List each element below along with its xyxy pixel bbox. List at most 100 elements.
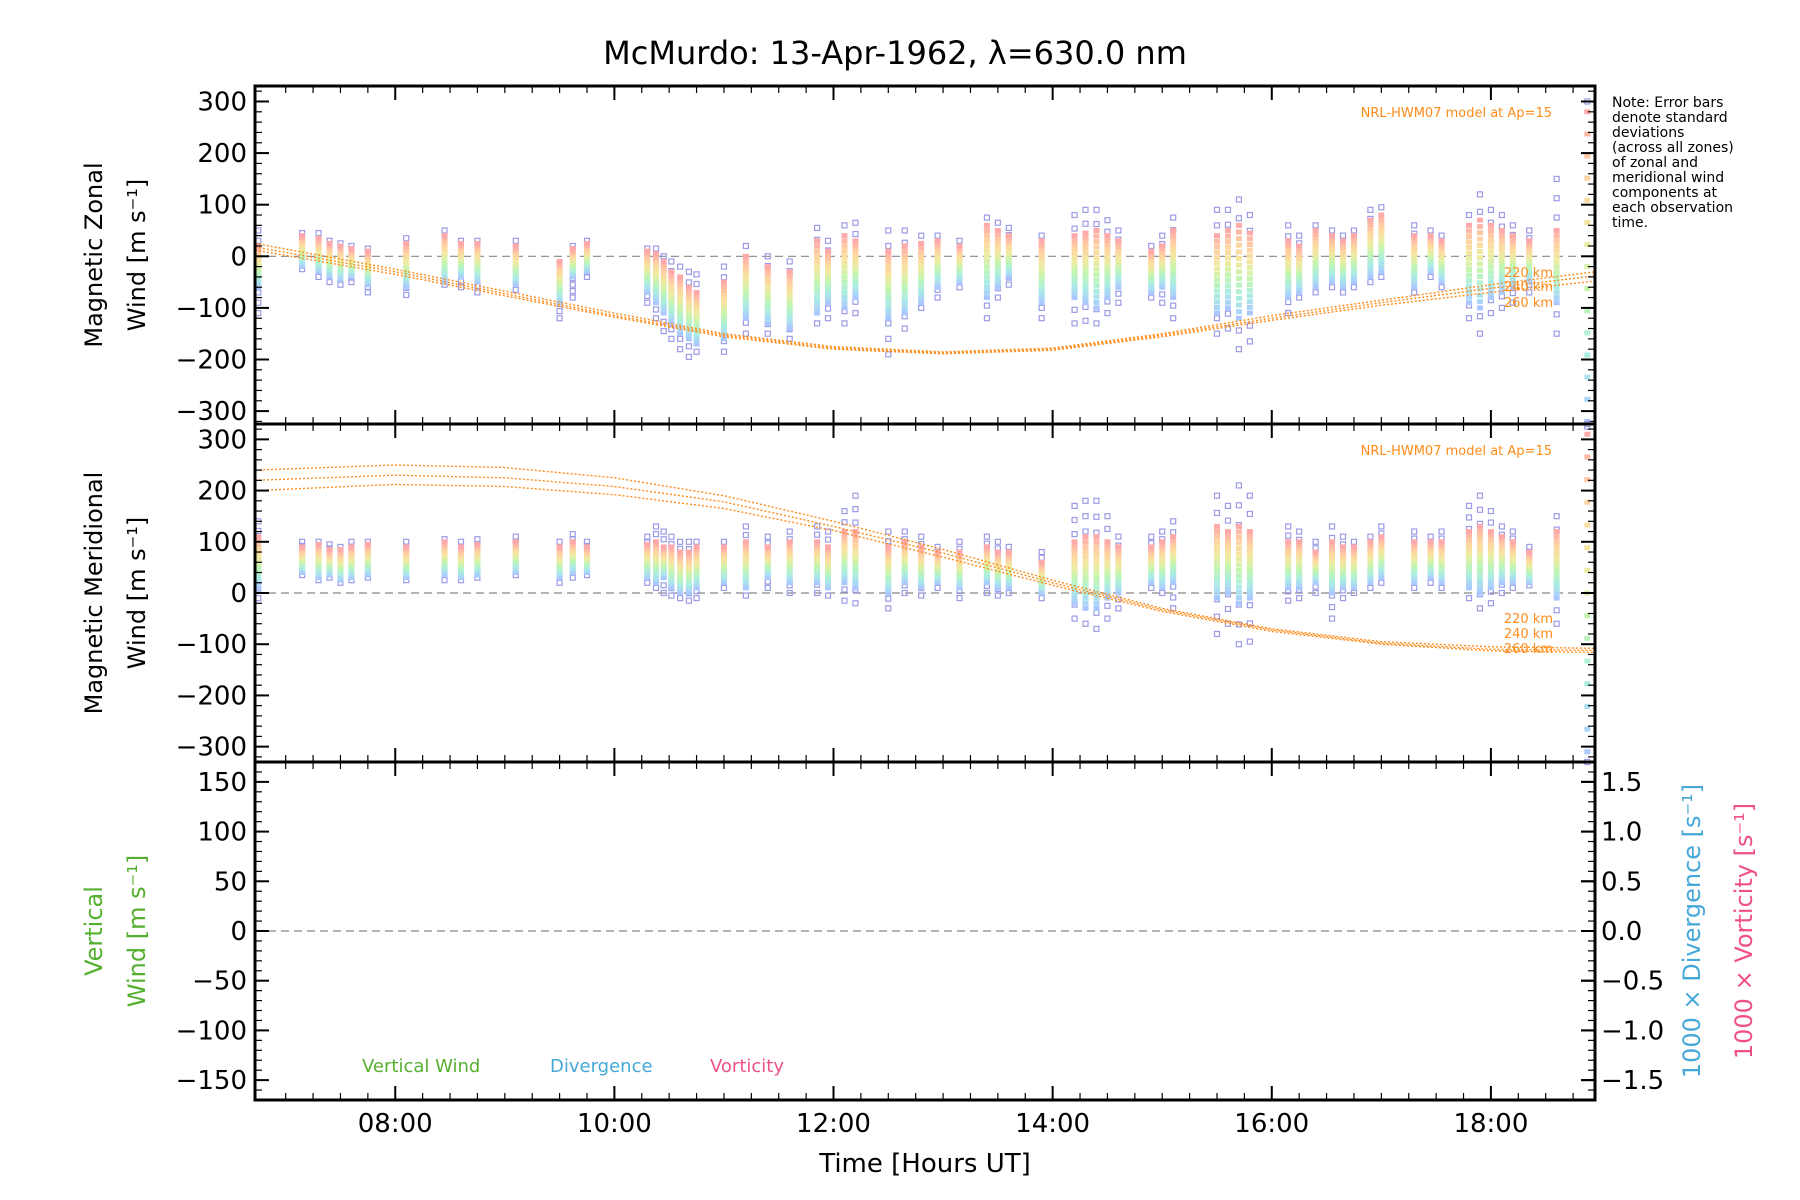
wind-point (1296, 283, 1303, 289)
wind-point (1487, 569, 1494, 575)
chart-title: McMurdo: 13-Apr-1962, λ=630.0 nm (603, 34, 1187, 72)
wind-point (918, 579, 925, 585)
error-bar-point (644, 579, 651, 586)
wind-point (1465, 250, 1472, 256)
wind-point (983, 269, 990, 275)
error-bar-point (813, 320, 821, 327)
error-bar-point (1411, 528, 1418, 535)
wind-point (825, 289, 832, 295)
observation-column (1159, 528, 1166, 597)
error-bar-point (556, 315, 563, 322)
wind-point (569, 246, 576, 252)
wind-point (956, 572, 963, 578)
wind-point (1498, 245, 1505, 251)
wind-point (825, 582, 832, 588)
wind-point (1104, 277, 1111, 283)
wind-point (1148, 266, 1155, 272)
wind-point (1367, 225, 1374, 231)
wind-point (1235, 295, 1242, 301)
error-bar-point (668, 326, 675, 333)
error-bar-point (1411, 584, 1418, 591)
wind-point (786, 539, 793, 545)
wind-point (1339, 579, 1346, 585)
wind-point (852, 537, 859, 543)
wind-point (786, 289, 793, 295)
wind-point (1104, 250, 1111, 256)
wind-point (653, 565, 660, 571)
wind-point (720, 336, 727, 342)
wind-point (556, 291, 563, 297)
wind-point (983, 554, 990, 560)
wind-point (1465, 533, 1472, 539)
wind-point (1213, 580, 1220, 586)
wind-point (901, 310, 908, 316)
wind-point (644, 272, 651, 278)
observation-column (1224, 502, 1232, 627)
vertical-wind-panel: −150−100−50050100150−1.5−1.0−0.50.00.51.… (80, 760, 1758, 1102)
error-bar-point (742, 330, 749, 337)
error-bar-point (1465, 514, 1473, 521)
wind-point (1148, 278, 1155, 284)
wind-point (653, 289, 660, 295)
wind-point (1487, 227, 1494, 233)
wind-point (825, 259, 832, 265)
error-bar-point (677, 335, 684, 342)
wind-point (918, 279, 925, 285)
wind-point (786, 553, 793, 559)
wind-point (644, 286, 651, 292)
wind-point (1159, 246, 1166, 252)
wind-point (901, 562, 908, 568)
observation-column (786, 528, 793, 597)
wind-point (1224, 590, 1231, 596)
observation-column (1350, 538, 1358, 597)
wind-point (1071, 233, 1078, 239)
wind-point (1438, 539, 1445, 545)
x-tick-label: 12:00 (796, 1109, 871, 1139)
wind-point (1498, 285, 1505, 291)
note-line: components at (1612, 185, 1718, 201)
wind-point (1509, 559, 1516, 565)
wind-point (1378, 232, 1385, 238)
wind-point (1427, 567, 1434, 573)
wind-point (1148, 572, 1155, 578)
wind-point (1104, 575, 1111, 581)
note-line: deviations (1612, 125, 1684, 141)
wind-point (1296, 572, 1303, 578)
wind-point (764, 308, 771, 314)
error-bar-point (1339, 595, 1347, 602)
wind-point (1170, 256, 1177, 262)
wind-point (1526, 244, 1533, 250)
wind-point (1329, 557, 1336, 563)
wind-point (1378, 569, 1385, 575)
wind-point (852, 541, 859, 547)
wind-point (1339, 268, 1346, 274)
wind-point (1509, 545, 1516, 551)
wind-point (1246, 581, 1253, 587)
wind-point (1553, 590, 1560, 596)
wind-point (918, 556, 925, 562)
error-bar-point (852, 219, 859, 226)
wind-point (1071, 543, 1078, 549)
wind-point (685, 314, 692, 320)
wind-point (1246, 241, 1253, 247)
wind-point (1148, 564, 1155, 570)
wind-point (1296, 270, 1303, 276)
wind-point (1235, 551, 1242, 557)
error-bar-point (1071, 306, 1078, 313)
wind-point (474, 260, 481, 266)
wind-point (1350, 263, 1357, 269)
wind-point (1487, 561, 1494, 567)
wind-point (1498, 272, 1505, 278)
observation-column (441, 227, 448, 288)
wind-point (1224, 542, 1231, 548)
wind-point (1115, 554, 1122, 560)
error-bar-point (1339, 289, 1347, 296)
error-bar-point (1213, 630, 1221, 638)
wind-point (653, 548, 660, 554)
wind-point (1498, 553, 1505, 559)
wind-point (918, 266, 925, 272)
wind-point (1329, 249, 1336, 255)
wind-point (901, 267, 908, 273)
error-bar-point (1246, 638, 1253, 645)
error-bar-point (1148, 533, 1155, 540)
